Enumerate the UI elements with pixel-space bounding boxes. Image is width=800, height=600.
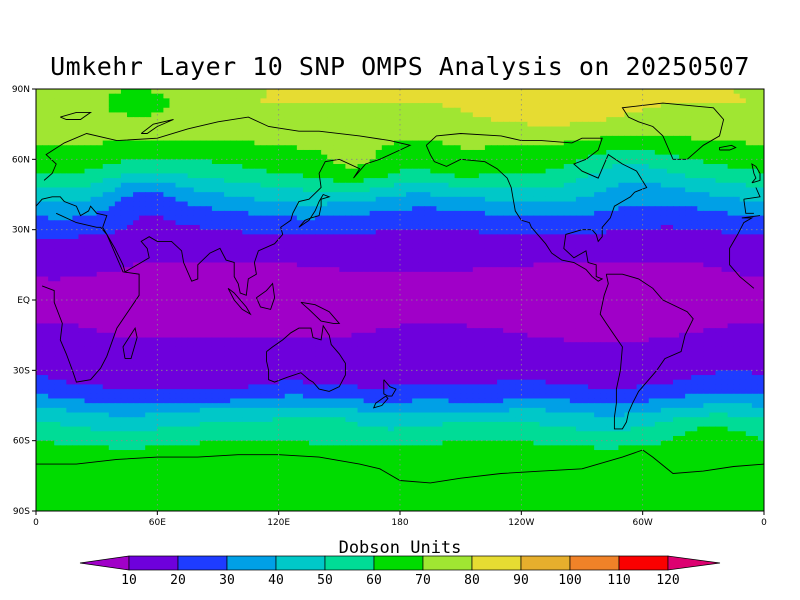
lat-tick-label: 30N bbox=[12, 226, 30, 236]
colorbar-label: 80 bbox=[464, 573, 480, 588]
lat-lon-grid bbox=[36, 89, 764, 511]
lon-tick-label: 180 bbox=[391, 518, 408, 528]
colorbar-label: 110 bbox=[607, 573, 630, 588]
colorbar-swatch bbox=[275, 555, 326, 571]
colorbar-swatch bbox=[569, 555, 620, 571]
colorbar-swatch bbox=[373, 555, 424, 571]
colorbar-swatch bbox=[520, 555, 571, 571]
coastline-9 bbox=[122, 326, 138, 360]
colorbar-swatch bbox=[226, 555, 277, 571]
coastline-5 bbox=[266, 324, 346, 392]
lon-tick-label: 60W bbox=[632, 518, 652, 528]
colorbar-label: 100 bbox=[558, 573, 581, 588]
colorbar-label: 30 bbox=[219, 573, 235, 588]
colorbar-label: 120 bbox=[656, 573, 679, 588]
coastline-8 bbox=[298, 193, 331, 228]
coastline-1 bbox=[36, 116, 761, 296]
colorbar-label: 60 bbox=[366, 573, 382, 588]
colorbar-swatch bbox=[422, 555, 473, 571]
coastline-10 bbox=[255, 282, 276, 310]
coastline-4 bbox=[599, 273, 694, 430]
colorbar-label: 70 bbox=[415, 573, 431, 588]
colorbar: Dobson Units 10 20 30 40 50 60 70 80 90 100 110 120 bbox=[79, 538, 721, 588]
colorbar-min-arrow bbox=[79, 555, 130, 571]
coastline-14 bbox=[372, 395, 389, 409]
coastline-0 bbox=[41, 212, 761, 383]
coastline-12 bbox=[300, 301, 341, 324]
coastline-16 bbox=[60, 111, 93, 120]
coastline-17 bbox=[140, 119, 174, 134]
lon-tick-label: 0 bbox=[761, 518, 767, 528]
lon-tick-label: 0 bbox=[33, 518, 39, 528]
coastline-15 bbox=[719, 144, 737, 151]
lon-tick-label: 60E bbox=[149, 518, 166, 528]
lat-tick-label: 60N bbox=[12, 155, 30, 165]
colorbar-label: 50 bbox=[317, 573, 333, 588]
map-title: Umkehr Layer 10 SNP OMPS Analysis on 202… bbox=[50, 52, 750, 81]
lat-tick-label: 60S bbox=[13, 437, 30, 447]
colorbar-swatch bbox=[471, 555, 522, 571]
lat-tick-label: 90N bbox=[12, 85, 30, 95]
colorbar-label: 10 bbox=[121, 573, 137, 588]
ozone-field bbox=[36, 89, 764, 511]
lat-tick-label: 30S bbox=[13, 366, 30, 376]
colorbar-swatch bbox=[177, 555, 228, 571]
coastline-7 bbox=[751, 163, 761, 184]
colorbar-max-arrow bbox=[667, 555, 721, 571]
colorbar-label: 40 bbox=[268, 573, 284, 588]
lon-tick-label: 120E bbox=[267, 518, 290, 528]
colorbar-swatch bbox=[324, 555, 375, 571]
colorbar-swatch bbox=[618, 555, 669, 571]
lat-tick-label: 90S bbox=[13, 507, 30, 517]
colorbar-swatch bbox=[128, 555, 179, 571]
coastline-11 bbox=[227, 287, 252, 316]
colorbar-title: Dobson Units bbox=[339, 538, 462, 558]
colorbar-label: 20 bbox=[170, 573, 186, 588]
lat-tick-label: EQ bbox=[17, 296, 30, 306]
colorbar-label: 90 bbox=[513, 573, 529, 588]
coastline-13 bbox=[383, 379, 397, 397]
coastline-6 bbox=[36, 449, 764, 484]
lon-tick-label: 120W bbox=[508, 518, 534, 528]
